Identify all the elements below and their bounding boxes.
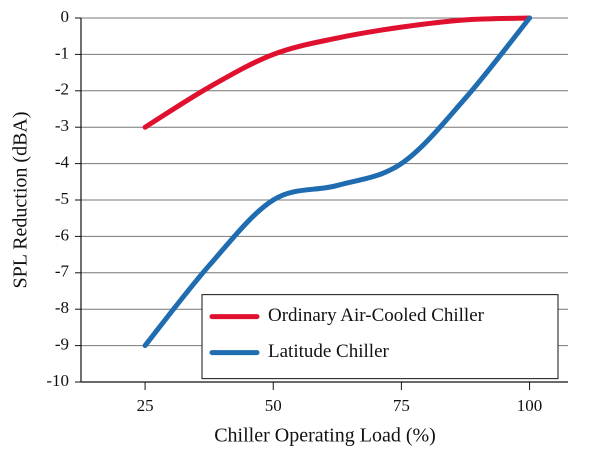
y-tick-label: -3 <box>55 116 69 135</box>
y-tick-label: -8 <box>55 298 69 317</box>
x-tick-label: 50 <box>265 396 282 415</box>
y-tick-label: -10 <box>46 371 69 390</box>
x-tick-label: 100 <box>517 396 543 415</box>
y-tick-label: -7 <box>55 262 70 281</box>
y-tick-label: -4 <box>55 153 70 172</box>
series-line <box>142 15 533 349</box>
legend-box <box>201 294 559 380</box>
y-tick-label: -1 <box>55 43 69 62</box>
x-tick-label: 25 <box>137 396 154 415</box>
y-axis-title: SPL Reduction (dBA) <box>10 111 32 288</box>
y-tick-label: -6 <box>55 225 69 244</box>
series-line <box>142 15 533 130</box>
x-tick-label: 75 <box>393 396 410 415</box>
legend-label: Latitude Chiller <box>268 341 390 362</box>
y-tick-label: -9 <box>55 335 69 354</box>
legend-label: Ordinary Air-Cooled Chiller <box>268 305 485 326</box>
y-tick-label: 0 <box>61 7 70 26</box>
y-tick-label: -2 <box>55 80 69 99</box>
x-axis-title: Chiller Operating Load (%) <box>214 425 436 447</box>
y-tick-label: -5 <box>55 189 69 208</box>
